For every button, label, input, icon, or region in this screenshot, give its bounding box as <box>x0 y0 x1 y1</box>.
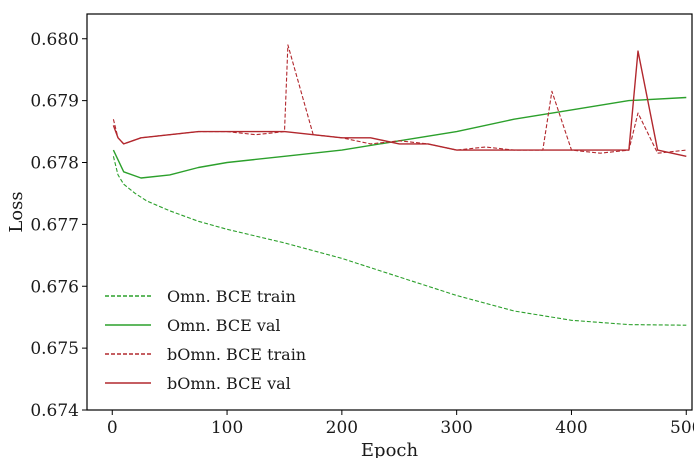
x-tick-label: 300 <box>440 418 472 438</box>
y-tick-label: 0.679 <box>30 92 79 112</box>
x-axis-title: Epoch <box>361 440 419 458</box>
series-line-4 <box>112 50 687 157</box>
y-axis: 0.674 0.675 0.676 0.677 0.678 0.679 0.680 <box>30 30 87 421</box>
y-tick-label: 0.676 <box>30 277 79 297</box>
x-tick-label: 500 <box>670 418 694 438</box>
legend-label: bOmn. BCE train <box>167 345 306 364</box>
legend-label: bOmn. BCE val <box>167 374 291 393</box>
series-line-3 <box>112 44 687 154</box>
y-tick-label: 0.675 <box>30 339 79 359</box>
plot-frame <box>86 13 693 411</box>
y-axis-title: Loss <box>6 191 27 232</box>
legend-label: Omn. BCE val <box>167 316 281 335</box>
series-line-2 <box>112 96 687 179</box>
series-line-1 <box>112 156 687 326</box>
x-axis: 0 100 200 300 400 500 <box>107 410 694 438</box>
y-tick-label: 0.678 <box>30 154 79 174</box>
y-tick-label: 0.674 <box>30 401 79 421</box>
y-tick-label: 0.677 <box>30 215 79 235</box>
x-tick-label: 200 <box>326 418 358 438</box>
legend-label: Omn. BCE train <box>167 287 296 306</box>
x-tick-label: 0 <box>107 418 118 438</box>
series-layer <box>112 44 687 326</box>
legend: Omn. BCE train Omn. BCE val bOmn. BCE trai… <box>105 287 306 393</box>
x-tick-label: 100 <box>211 418 243 438</box>
y-tick-label: 0.680 <box>30 30 79 50</box>
x-tick-label: 400 <box>555 418 587 438</box>
